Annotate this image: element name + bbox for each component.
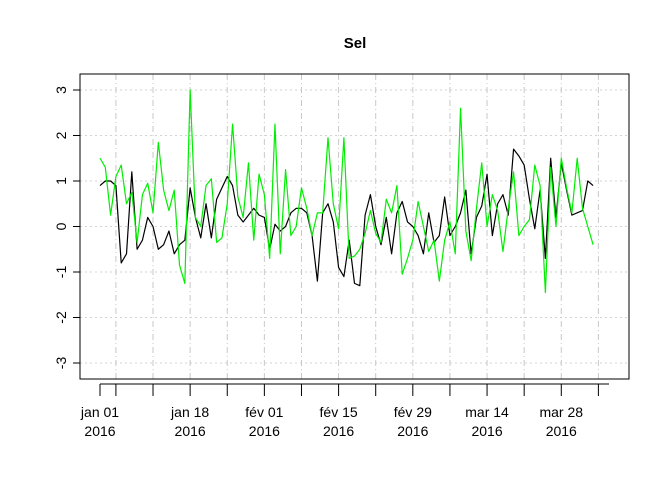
y-tick-label: 1	[53, 177, 69, 185]
y-tick-label: 0	[53, 222, 69, 230]
x-tick-label: fév 29	[394, 404, 432, 420]
y-tick-label: -2	[53, 311, 69, 324]
y-tick-label: -3	[53, 357, 69, 370]
x-tick-label: jan 01	[80, 404, 119, 420]
x-tick-label-year: 2016	[84, 423, 115, 439]
x-tick-label: jan 18	[170, 404, 209, 420]
x-tick-label: mar 28	[539, 404, 583, 420]
series-line-2	[99, 89, 594, 294]
x-tick-label: fév 15	[320, 404, 358, 420]
x-tick-label-year: 2016	[175, 423, 206, 439]
x-tick-label-year: 2016	[397, 423, 428, 439]
x-tick-label-year: 2016	[471, 423, 502, 439]
y-tick-label: 2	[53, 131, 69, 139]
series-lines	[99, 89, 594, 294]
chart-title: Sel	[344, 35, 367, 52]
x-tick-label: fév 01	[245, 404, 283, 420]
x-tick-label: mar 14	[465, 404, 509, 420]
x-tick-label-year: 2016	[546, 423, 577, 439]
x-axis: jan 01 2016 jan 18 2016 fév 01 2016 fév 15 2016…	[80, 383, 609, 439]
series-line-1	[99, 148, 594, 287]
x-tick-label-year: 2016	[323, 423, 354, 439]
y-tick-label: 3	[53, 86, 69, 94]
y-axis: -3 -2 -1 0 1 2 3	[53, 86, 80, 369]
y-tick-label: -1	[53, 266, 69, 279]
x-tick-label-year: 2016	[249, 423, 280, 439]
